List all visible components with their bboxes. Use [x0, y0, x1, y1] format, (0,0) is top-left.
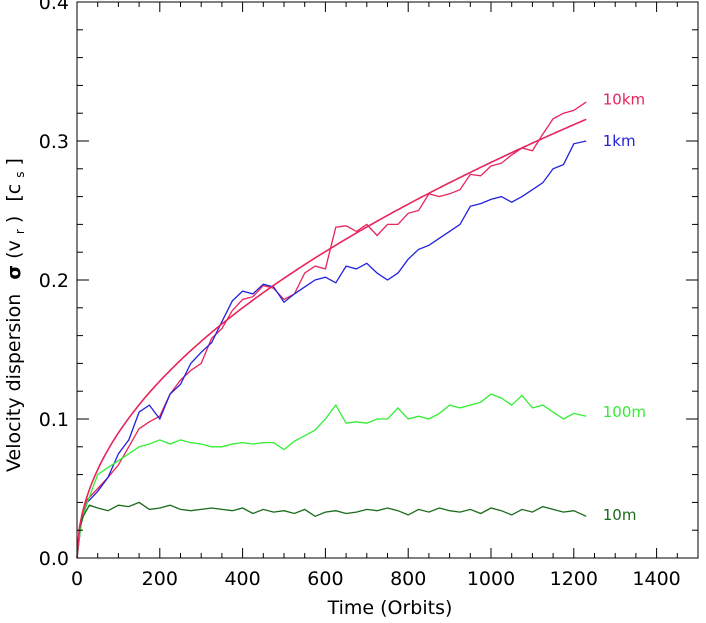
series-label-10km: 10km — [603, 90, 645, 108]
series-line-10km — [76, 101, 587, 559]
x-tick-label: 800 — [390, 568, 426, 590]
y-axis-title-unit-sub: s — [13, 172, 27, 178]
y-tick-label: 0.3 — [39, 131, 69, 153]
x-tick-label: 0 — [71, 568, 83, 590]
series-label-1km: 1km — [603, 132, 636, 150]
y-axis-title-arg: (v — [3, 240, 25, 259]
x-tick-label: 1000 — [467, 568, 515, 590]
x-tick-label: 600 — [307, 568, 343, 590]
x-tick-label: 1400 — [632, 568, 680, 590]
series-line-10m — [76, 501, 587, 559]
axes: 0 200 400 600 800 1000 1200 1400 0.0 0.1 0.2 0.3 0.4 — [39, 0, 699, 590]
y-tick-label: 0.0 — [39, 548, 69, 570]
y-axis-title-unit-close: ] — [3, 158, 25, 165]
sqrt-fit-curve — [76, 118, 587, 559]
x-tick-label: 1200 — [550, 568, 598, 590]
y-axis-title-main: Velocity dispersion — [3, 294, 25, 472]
series-line-1km — [76, 140, 587, 559]
x-tick-label: 400 — [224, 568, 260, 590]
x-tick-label: 200 — [142, 568, 178, 590]
series-labels: 10km 1km 100m 10m — [603, 90, 646, 524]
y-axis-title-arg-sub: r — [13, 229, 27, 234]
y-tick-label: 0.2 — [39, 270, 69, 292]
series-label-10m: 10m — [603, 506, 637, 524]
y-tick-label: 0.1 — [39, 409, 69, 431]
series-label-100m: 100m — [603, 403, 646, 421]
series-line-100m — [76, 393, 587, 559]
y-axis-title-unit-open: [c — [3, 184, 25, 202]
series-layer — [76, 101, 587, 559]
y-tick-label: 0.4 — [39, 0, 69, 14]
y-axis-title-symbol: σ — [3, 265, 25, 280]
y-axis-title: Velocity dispersion σ (v r ) [c s ] — [3, 158, 29, 472]
y-axis-title-arg-close: ) — [3, 216, 25, 223]
x-axis-title: Time (Orbits) — [327, 597, 453, 619]
